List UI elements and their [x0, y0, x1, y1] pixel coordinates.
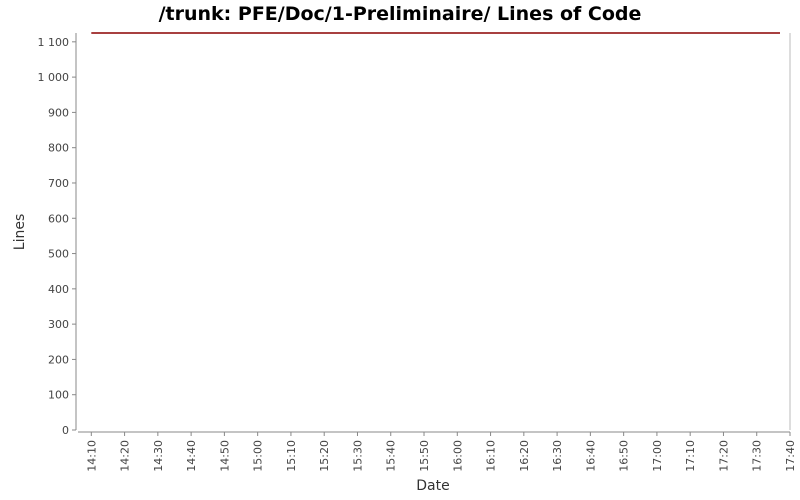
x-tick-label: 14:40 — [185, 440, 198, 472]
y-axis-ticks: 0 100 200 300 400 500 600 700 800 900 1 000 1 100 — [38, 36, 76, 437]
y-tick-label: 600 — [48, 212, 69, 225]
x-axis-label: Date — [416, 478, 449, 494]
x-tick-label: 14:10 — [85, 440, 98, 472]
chart-title: /trunk: PFE/Doc/1-Preliminaire/ Lines of… — [159, 3, 642, 25]
y-tick-label: 100 — [48, 389, 69, 402]
y-tick-label: 1 000 — [38, 71, 70, 84]
x-tick-label: 15:50 — [418, 440, 431, 472]
x-tick-label: 15:30 — [351, 440, 364, 472]
x-tick-label: 16:20 — [518, 440, 531, 472]
x-tick-label: 15:20 — [318, 440, 331, 472]
x-tick-label: 17:30 — [751, 440, 764, 472]
x-tick-label: 17:20 — [717, 440, 730, 472]
x-tick-label: 14:20 — [119, 440, 132, 472]
y-tick-label: 1 100 — [38, 36, 70, 49]
x-tick-label: 14:30 — [152, 440, 165, 472]
x-tick-label: 15:10 — [285, 440, 298, 472]
y-tick-label: 800 — [48, 142, 69, 155]
y-tick-label: 300 — [48, 318, 69, 331]
y-tick-label: 400 — [48, 283, 69, 296]
x-tick-label: 17:40 — [784, 440, 797, 472]
x-tick-label: 15:00 — [252, 440, 265, 472]
x-tick-label: 16:00 — [451, 440, 464, 472]
plot-area — [78, 33, 790, 430]
x-tick-label: 16:50 — [618, 440, 631, 472]
x-tick-label: 16:30 — [551, 440, 564, 472]
x-tick-label: 16:40 — [584, 440, 597, 472]
x-tick-label: 14:50 — [218, 440, 231, 472]
x-tick-label: 16:10 — [485, 440, 498, 472]
y-axis-label: Lines — [12, 214, 28, 250]
y-tick-label: 500 — [48, 248, 69, 261]
y-tick-label: 0 — [62, 424, 69, 437]
x-tick-label: 17:10 — [684, 440, 697, 472]
x-axis-ticks: 14:10 14:20 14:30 14:40 14:50 15:00 15:10 15:20… — [85, 432, 797, 472]
y-tick-label: 900 — [48, 106, 69, 119]
x-tick-label: 17:00 — [651, 440, 664, 472]
y-tick-label: 200 — [48, 353, 69, 366]
y-tick-label: 700 — [48, 177, 69, 190]
x-tick-label: 15:40 — [385, 440, 398, 472]
